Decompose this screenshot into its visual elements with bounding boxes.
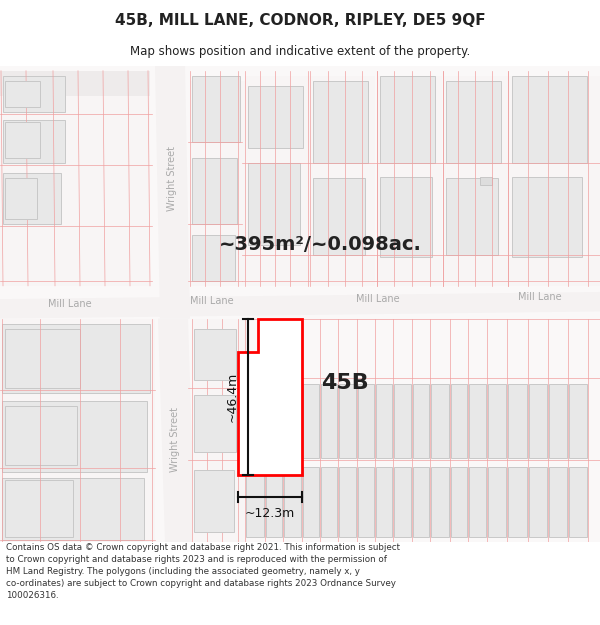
Bar [413,467,429,537]
Bar [3,173,61,224]
Text: Wright Street: Wright Street [167,146,177,211]
Bar [508,467,527,537]
Bar [339,384,356,458]
Bar [431,467,449,537]
Bar [358,467,374,537]
Bar [0,96,150,286]
Bar [321,467,337,537]
Text: 45B: 45B [321,373,369,393]
Bar [266,467,282,537]
Bar [2,401,147,472]
Bar [394,384,411,458]
Bar [266,384,282,458]
Bar [469,467,486,537]
Bar [313,178,365,255]
Bar [284,384,301,458]
Bar [284,467,301,537]
Bar [569,467,587,537]
Bar [5,406,77,465]
Bar [488,467,506,537]
Bar [5,481,73,537]
Bar [303,467,319,537]
Bar [5,178,37,219]
Bar [480,177,492,186]
Polygon shape [0,292,600,319]
Bar [451,384,467,458]
Bar [380,76,435,163]
Bar [246,467,264,537]
Text: Map shows position and indicative extent of the property.: Map shows position and indicative extent… [130,44,470,58]
Text: Mill Lane: Mill Lane [518,292,562,302]
Bar [376,384,392,458]
Bar [3,76,65,112]
Polygon shape [155,66,190,319]
Bar [5,122,40,158]
Bar [446,178,498,255]
Bar [512,76,587,163]
Bar [377,76,442,286]
Bar [569,384,587,458]
Bar [443,76,508,286]
Text: Mill Lane: Mill Lane [48,299,92,309]
Bar [549,467,567,537]
Bar [358,384,374,458]
Bar [192,76,240,142]
Bar [190,81,245,286]
Bar [394,467,411,537]
Bar [529,467,547,537]
Bar [508,76,600,286]
Text: ~12.3m: ~12.3m [245,507,295,520]
Bar [376,467,392,537]
Bar [529,384,547,458]
Polygon shape [238,319,302,475]
Bar [3,120,65,163]
Bar [313,81,368,163]
Bar [2,478,144,540]
Bar [303,384,319,458]
Bar [5,81,40,107]
Bar [194,329,236,380]
Bar [451,467,467,537]
Bar [413,384,429,458]
Bar [321,384,337,458]
Bar [0,71,150,163]
Bar [549,384,567,458]
Bar [194,470,234,532]
Bar [431,384,449,458]
Text: ~395m²/~0.098ac.: ~395m²/~0.098ac. [218,236,421,254]
Bar [469,384,486,458]
Bar [310,76,375,286]
Bar [2,324,150,393]
Text: Mill Lane: Mill Lane [190,296,234,306]
Bar [248,163,300,245]
Text: Wright Street: Wright Street [170,407,180,472]
Bar [508,384,527,458]
Bar [245,76,310,286]
Text: Contains OS data © Crown copyright and database right 2021. This information is : Contains OS data © Crown copyright and d… [6,544,400,600]
Text: ~46.4m: ~46.4m [226,372,239,422]
Polygon shape [158,319,195,542]
Text: Mill Lane: Mill Lane [356,294,400,304]
Bar [194,396,236,452]
Bar [512,177,582,257]
Bar [0,319,155,542]
Bar [192,319,247,542]
Bar [339,467,356,537]
Bar [248,86,303,148]
Bar [380,177,432,257]
Bar [5,329,80,388]
Bar [192,234,235,281]
Bar [246,384,264,458]
Bar [192,158,237,224]
Bar [446,81,501,163]
Bar [488,384,506,458]
Text: 45B, MILL LANE, CODNOR, RIPLEY, DE5 9QF: 45B, MILL LANE, CODNOR, RIPLEY, DE5 9QF [115,13,485,28]
